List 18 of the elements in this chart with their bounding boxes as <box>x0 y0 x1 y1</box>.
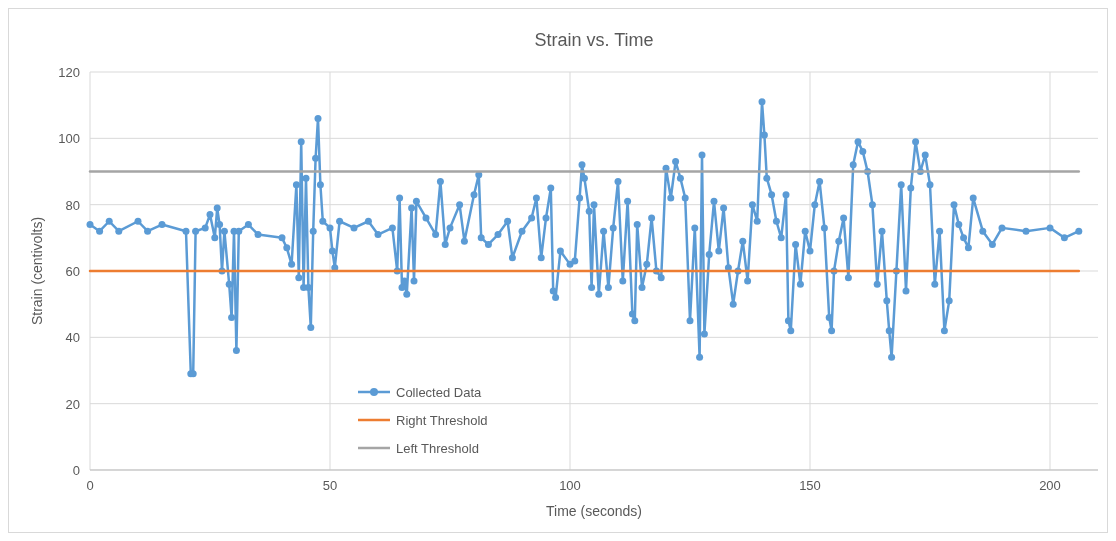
y-axis-title: Strain (centivolts) <box>29 216 45 326</box>
y-tick-label: 20 <box>65 396 80 412</box>
legend-label: Left Threshold <box>396 440 479 456</box>
legend-label: Right Threshold <box>396 412 488 428</box>
x-tick-label: 100 <box>559 478 581 493</box>
x-axis-title: Time (seconds) <box>546 503 642 519</box>
y-tick-label: 80 <box>65 197 80 213</box>
x-tick-label: 150 <box>799 478 821 493</box>
y-tick-label: 60 <box>65 264 80 279</box>
y-tick-label: 0 <box>72 463 80 478</box>
x-tick-label: 0 <box>86 478 94 493</box>
x-tick-label: 50 <box>322 478 338 493</box>
legend-label: Collected Data <box>396 384 483 400</box>
chart-title: Strain vs. Time <box>534 30 654 50</box>
x-tick-label: 200 <box>1039 478 1061 493</box>
y-tick-label: 40 <box>65 330 80 346</box>
y-tick-label: 100 <box>58 131 80 147</box>
y-tick-label: 120 <box>58 65 80 80</box>
